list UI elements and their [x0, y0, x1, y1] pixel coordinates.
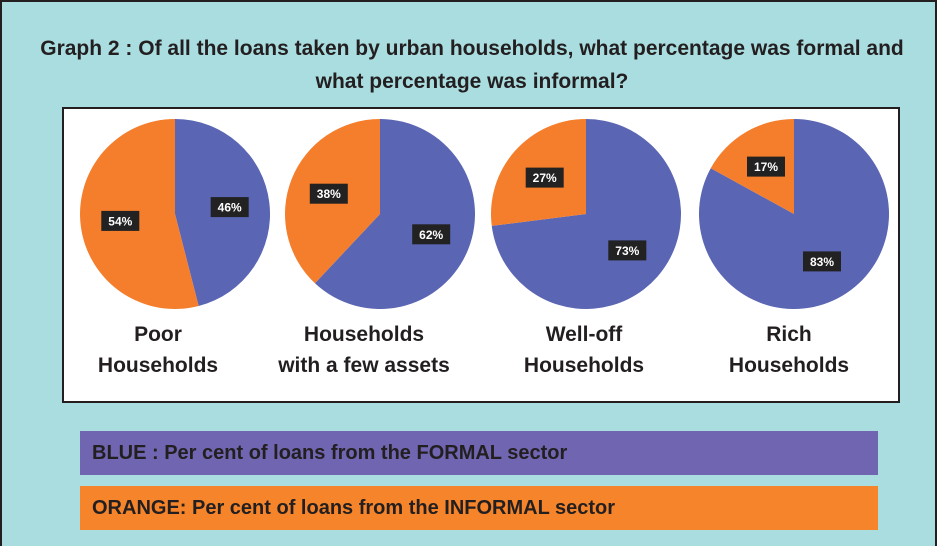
- data-label-informal: 17%: [747, 156, 785, 177]
- data-label-box: [101, 210, 140, 231]
- pie-charts-area: 46% 54% 62% 38% 73% 27% 83% 17% Poor Households…: [62, 107, 900, 403]
- data-label-box: [608, 240, 647, 261]
- category-label-well-off: Well-off Households: [489, 319, 679, 381]
- category-label-line: Rich: [766, 323, 812, 346]
- data-label-box: [803, 251, 841, 272]
- category-label-rich: Rich Households: [694, 319, 884, 381]
- category-label-line: Well-off: [545, 323, 623, 346]
- category-label-line: Households: [728, 354, 850, 377]
- category-label-line: Households: [523, 354, 645, 377]
- pie-slice-formal: [698, 119, 889, 309]
- data-label-text: 62%: [419, 228, 443, 242]
- data-label-box: [309, 183, 348, 204]
- data-label-box: [747, 156, 785, 177]
- pie-slice-formal: [491, 119, 682, 309]
- category-label-line: Households: [97, 354, 219, 377]
- data-label-text: 38%: [317, 187, 341, 201]
- category-label-line: Households: [303, 323, 425, 346]
- data-label-text: 83%: [810, 255, 834, 269]
- category-label-line: with a few assets: [278, 354, 450, 377]
- data-label-text: 46%: [218, 201, 242, 215]
- data-label-formal: 83%: [803, 251, 841, 272]
- data-label-informal: 54%: [101, 210, 140, 231]
- data-label-formal: 62%: [412, 224, 451, 245]
- data-label-box: [525, 167, 564, 188]
- legend-formal: BLUE : Per cent of loans from the FORMAL…: [80, 431, 878, 475]
- pie-slice-formal: [314, 119, 476, 309]
- category-label-line: Poor: [134, 323, 182, 346]
- data-label-informal: 27%: [525, 167, 564, 188]
- category-label-poor: Poor Households: [68, 319, 248, 381]
- data-label-formal: 46%: [210, 197, 249, 218]
- data-label-formal: 73%: [608, 240, 647, 261]
- data-label-text: 27%: [533, 171, 557, 185]
- data-label-text: 54%: [108, 214, 132, 228]
- graph-title: Graph 2 : Of all the loans taken by urba…: [40, 37, 904, 93]
- pie-slice-informal: [80, 119, 199, 309]
- data-label-text: 73%: [615, 244, 639, 258]
- data-label-box: [210, 197, 249, 218]
- data-label-informal: 38%: [309, 183, 348, 204]
- data-label-box: [412, 224, 451, 245]
- legend-informal: ORANGE: Per cent of loans from the INFOR…: [80, 486, 878, 530]
- pie-charts-svg: 46% 54% 62% 38% 73% 27% 83% 17%: [80, 119, 889, 309]
- category-label-few-assets: Households with a few assets: [246, 319, 482, 381]
- data-label-text: 17%: [754, 160, 778, 174]
